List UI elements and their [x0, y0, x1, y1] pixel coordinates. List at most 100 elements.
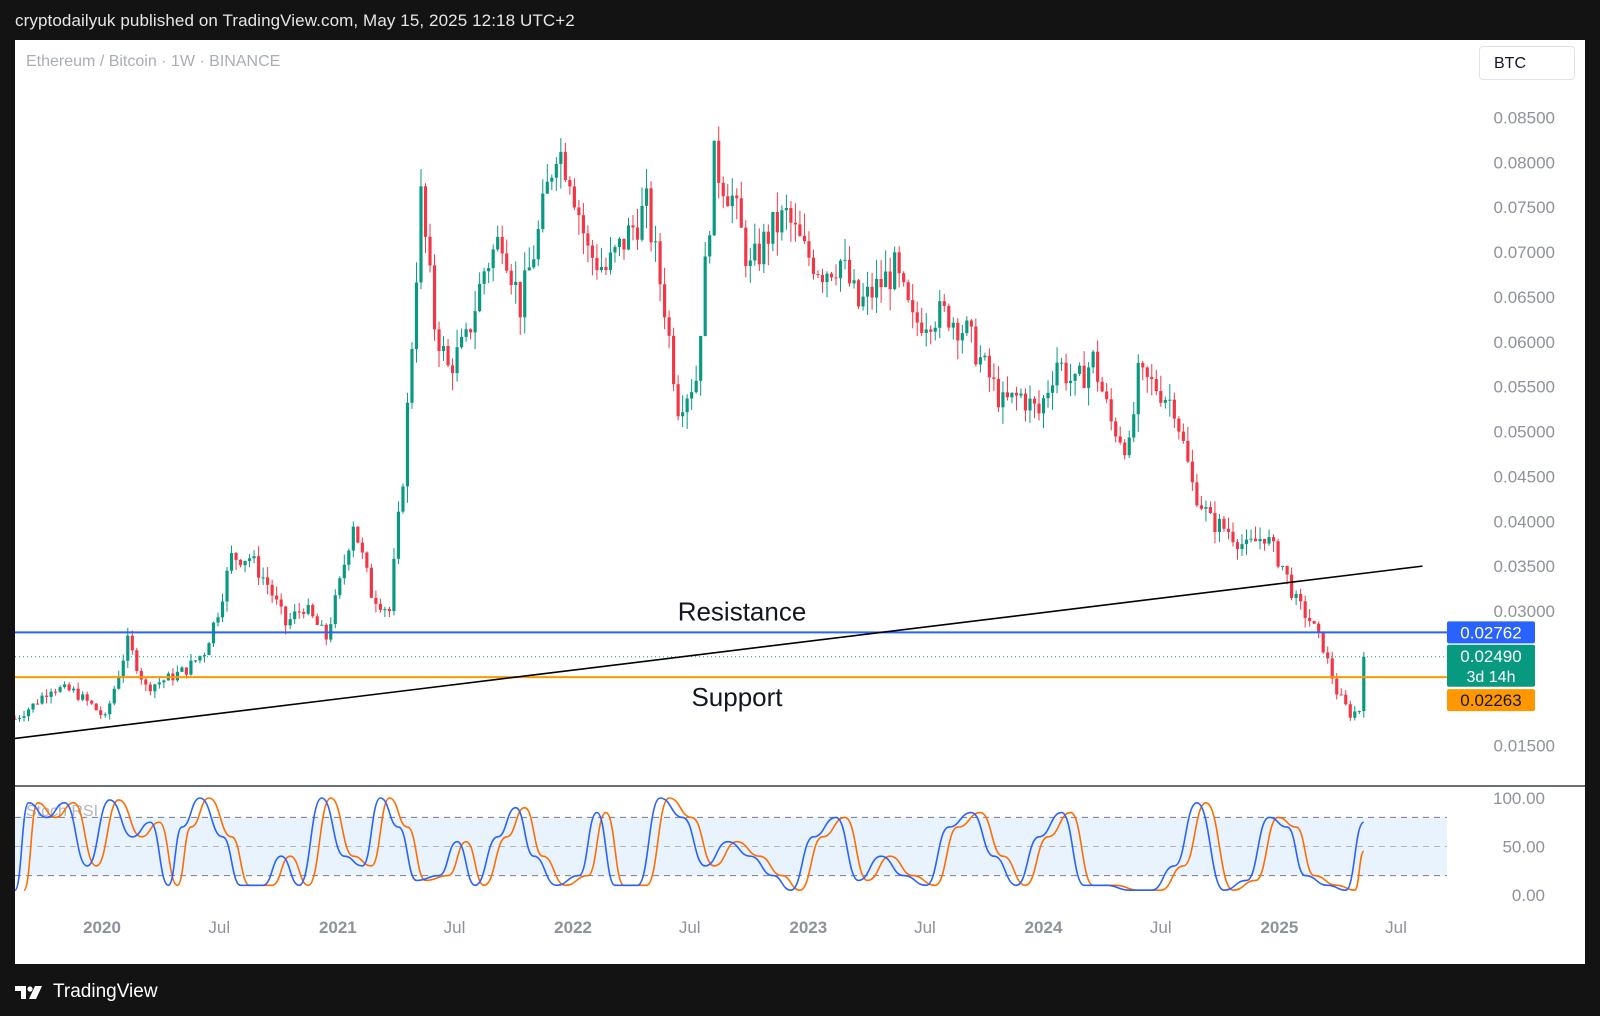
candle-body [554, 163, 558, 178]
candle-body [437, 329, 441, 351]
candle-body [342, 564, 346, 579]
candle-body [1010, 392, 1014, 398]
time-tick-label: Jul [679, 918, 701, 937]
price-tick-label: 0.06000 [1494, 333, 1555, 352]
candle-body [893, 252, 897, 290]
support-price-label: 0.02263 [1460, 691, 1521, 710]
candle-body [360, 542, 364, 553]
resistance-price-label: 0.02762 [1460, 623, 1521, 642]
candle-body [771, 212, 775, 244]
candle-body [90, 700, 94, 704]
candle-body [1339, 694, 1343, 696]
candle-body [843, 259, 847, 261]
trendline [15, 565, 1423, 740]
candle-body [1050, 385, 1055, 393]
candle-body [441, 346, 446, 351]
tradingview-footer[interactable]: TradingView [15, 980, 158, 1004]
candle-body [811, 257, 816, 275]
candle-body [1100, 381, 1104, 392]
candle-body [148, 684, 152, 692]
candle-body [261, 577, 265, 579]
candle-body [450, 365, 455, 374]
candle-body [1294, 594, 1298, 598]
candle-body [108, 703, 112, 715]
candle-body [915, 312, 919, 323]
candle-body [969, 320, 973, 327]
candle-body [735, 195, 739, 199]
candle-body [631, 225, 635, 228]
candle-body [1177, 418, 1181, 432]
candle-body [599, 266, 604, 271]
candle-body [469, 329, 473, 333]
candle-body [1168, 399, 1172, 401]
candle-body [978, 357, 982, 365]
candle-body [1362, 656, 1366, 712]
candle-body [247, 558, 252, 561]
candle-body [365, 552, 369, 568]
candle-body [1186, 440, 1190, 462]
candle-body [568, 179, 572, 187]
candle-body [590, 245, 594, 258]
candle-body [293, 611, 297, 620]
candle-body [541, 193, 545, 230]
candle-body [536, 229, 540, 260]
candle-body [550, 177, 554, 182]
candle-body [180, 667, 184, 672]
candle-body [135, 650, 139, 671]
eth-btc-chart[interactable]: 0.08500 0.08000 0.07500 0.07000 0.06500 0.060… [15, 40, 1585, 964]
candle-body [1303, 601, 1307, 618]
support-annotation: Support [691, 682, 783, 712]
candle-body [81, 694, 85, 700]
candle-body [1059, 362, 1064, 364]
candle-body [938, 301, 942, 328]
candle-body [126, 635, 130, 661]
candle-body [279, 599, 283, 607]
candle-body [266, 577, 270, 585]
candle-body [1312, 621, 1316, 624]
candle-body [31, 703, 35, 710]
candle-body [229, 552, 234, 571]
candle-body [1326, 652, 1330, 659]
chart-panel[interactable]: 0.08500 0.08000 0.07500 0.07000 0.06500 0.060… [15, 40, 1585, 964]
candle-body [76, 688, 80, 700]
time-tick-label: 2023 [789, 918, 827, 937]
candle-body [63, 684, 67, 688]
candle-body [753, 243, 757, 261]
candle-body [635, 227, 640, 240]
candle-body [505, 253, 509, 271]
candle-body [189, 660, 193, 675]
time-tick-label: Jul [1150, 918, 1172, 937]
candle-body [834, 277, 838, 279]
candle-body [1082, 365, 1086, 388]
candle-body [1055, 362, 1059, 386]
candle-body [509, 270, 513, 286]
candle-body [775, 212, 779, 233]
candle-body [739, 198, 743, 228]
candle-body [157, 682, 161, 685]
candle-body [333, 595, 337, 625]
candle-body [1136, 362, 1140, 415]
candle-body [419, 186, 423, 283]
candle-body [744, 227, 748, 266]
candle-body [658, 241, 662, 285]
candle-body [852, 280, 856, 284]
price-tick-label: 0.06500 [1494, 288, 1555, 307]
price-tick-label: 0.04000 [1494, 512, 1555, 531]
candle-body [22, 716, 26, 718]
candle-body [866, 286, 870, 297]
candle-body [1023, 393, 1028, 411]
time-tick-label: 2024 [1025, 918, 1063, 937]
candle-body [595, 257, 599, 271]
candle-body [527, 267, 531, 271]
candle-body [284, 606, 288, 626]
candle-body [121, 660, 125, 677]
candle-body [1222, 518, 1226, 529]
stoch-tick-label: 100.00 [1493, 789, 1545, 808]
currency-selector[interactable]: BTC [1479, 46, 1575, 80]
candle-body [1190, 461, 1194, 483]
candle-body [911, 300, 915, 313]
candle-body [762, 231, 766, 265]
candle-body [1321, 631, 1325, 653]
candle-body [847, 259, 852, 284]
candle-body [1258, 538, 1262, 542]
